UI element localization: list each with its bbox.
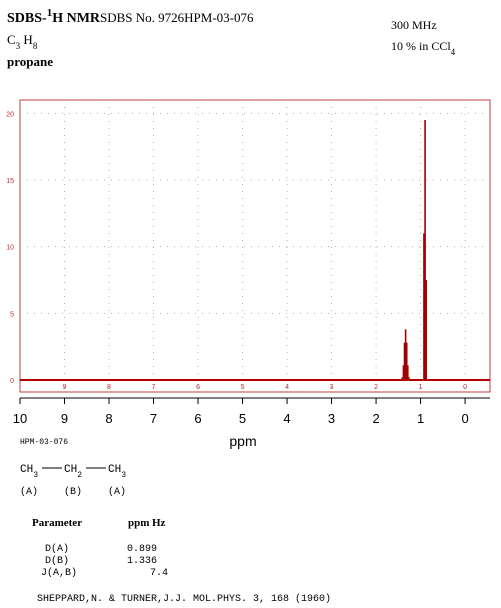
- formula-part: H: [20, 32, 33, 47]
- inner-x-tick-label: 1: [419, 384, 423, 391]
- compound-name: propane: [7, 54, 53, 69]
- plot-frame: [19, 99, 491, 393]
- inner-x-tick-label: 5: [241, 384, 245, 391]
- table-header: ppm: [128, 517, 149, 529]
- x-tick-label: 9: [61, 411, 68, 426]
- table-header: Parameter: [32, 517, 82, 529]
- structure-group-part: CH: [64, 464, 77, 476]
- x-axis-label: ppm: [229, 433, 256, 449]
- parameter-name: D(A): [45, 543, 69, 555]
- structure-group-part: 2: [77, 471, 82, 480]
- x-tick-label: 10: [13, 411, 27, 426]
- solvent-part: 10 % in CCl: [391, 39, 451, 53]
- spectrum-code: HPM-03-076: [20, 438, 68, 447]
- hz-value: 7.4: [150, 568, 168, 579]
- inner-x-tick-label: 7: [152, 384, 156, 391]
- parameter-name: J(A,B): [41, 567, 77, 579]
- sdbs-number: SDBS No. 9726HPM-03-076: [100, 10, 254, 25]
- x-tick-label: 3: [328, 411, 335, 426]
- structure-group: CH3: [108, 464, 126, 480]
- solvent-part: 4: [451, 47, 456, 57]
- inner-x-tick-label: 6: [196, 384, 200, 391]
- inner-x-tick-label: 2: [374, 384, 378, 391]
- formula-part: 3: [16, 41, 21, 51]
- x-tick-label: 1: [417, 411, 424, 426]
- inner-x-tick-label: 4: [285, 384, 289, 391]
- parameter-name: D(B): [45, 555, 69, 567]
- ppm-value: 1.336: [127, 556, 157, 567]
- y-tick-label: 20: [6, 111, 14, 118]
- structure-label: (A): [108, 486, 126, 498]
- y-tick-label: 5: [10, 311, 14, 318]
- x-tick-label: 5: [239, 411, 246, 426]
- title-part: SDBS-: [7, 11, 47, 26]
- structure-group-part: CH: [108, 464, 121, 476]
- x-tick-label: 6: [194, 411, 201, 426]
- structure-label: (A): [20, 486, 38, 498]
- solvent: 10 % in CCl4: [391, 39, 456, 57]
- formula: C3 H8: [7, 32, 38, 51]
- frequency: 300 MHz: [391, 18, 437, 32]
- title: SDBS-1H NMRSDBS No. 9726HPM-03-076: [7, 7, 254, 26]
- title-part: 1: [47, 7, 53, 19]
- title-part: H NMR: [52, 11, 101, 26]
- structure-group-part: 3: [33, 471, 38, 480]
- x-tick-label: 2: [372, 411, 379, 426]
- y-tick-label: 15: [6, 178, 14, 185]
- reference: SHEPPARD,N. & TURNER,J.J. MOL.PHYS. 3, 1…: [37, 593, 331, 605]
- structure-group-part: 3: [121, 471, 126, 480]
- formula-part: 8: [33, 41, 38, 51]
- structure-label: (B): [64, 486, 82, 498]
- table-header: Hz: [152, 517, 166, 529]
- x-tick-label: 7: [150, 411, 157, 426]
- x-tick-label: 4: [283, 411, 290, 426]
- x-tick-label: 0: [461, 411, 468, 426]
- ppm-value: 0.899: [127, 544, 157, 555]
- inner-x-tick-label: 0: [463, 384, 467, 391]
- y-tick-label: 10: [6, 245, 14, 252]
- structure-group: CH2: [64, 464, 82, 480]
- structure-group-part: CH: [20, 464, 33, 476]
- structure-group: CH3: [20, 464, 38, 480]
- inner-x-tick-label: 9: [63, 384, 67, 391]
- formula-part: C: [7, 32, 16, 47]
- inner-x-tick-label: 3: [330, 384, 334, 391]
- y-tick-label: 0: [10, 378, 14, 385]
- inner-x-tick-label: 8: [107, 384, 111, 391]
- x-tick-label: 8: [105, 411, 112, 426]
